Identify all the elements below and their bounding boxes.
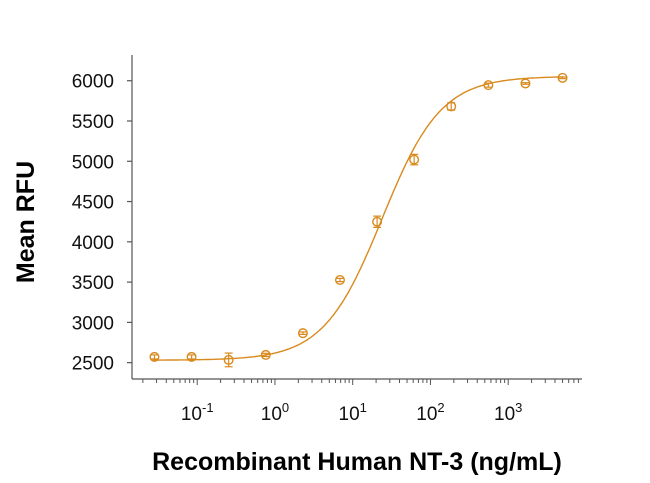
x-tick-label: 102	[416, 400, 444, 425]
data-point	[557, 72, 568, 83]
point-marker	[297, 328, 308, 339]
point-marker	[334, 275, 345, 286]
data-point	[409, 153, 420, 166]
data-point	[223, 352, 234, 368]
x-tick-label: 101	[339, 400, 367, 425]
y-tick-label: 4000	[72, 233, 114, 254]
x-tick-label: 100	[261, 400, 289, 425]
data-point	[149, 351, 160, 362]
point-marker	[446, 101, 457, 112]
point-marker	[409, 154, 420, 165]
data-point	[260, 349, 271, 360]
point-marker	[260, 349, 271, 360]
x-tick-labels: 10-1 100 101 102 103	[181, 400, 523, 425]
data-point	[334, 275, 345, 286]
data-points	[149, 72, 568, 368]
point-marker	[557, 72, 568, 83]
y-tick-label: 2500	[72, 354, 114, 375]
x-axis-title: Recombinant Human NT-3 (ng/mL)	[152, 448, 562, 476]
axes	[127, 55, 582, 385]
data-point	[446, 101, 457, 112]
y-tick-labels: 2500 3000 3500 4000 4500 5000 5500 6000	[72, 72, 114, 375]
x-tick-label: 103	[494, 400, 522, 425]
y-tick-label: 3500	[72, 273, 114, 294]
data-point	[483, 80, 494, 91]
data-point	[372, 215, 383, 229]
y-tick-label: 5500	[72, 112, 114, 133]
y-tick-label: 5000	[72, 152, 114, 173]
data-point	[297, 328, 308, 339]
y-axis-title: Mean RFU	[12, 161, 40, 283]
data-point	[520, 78, 531, 89]
point-marker	[186, 351, 197, 362]
point-marker	[149, 351, 160, 362]
y-tick-label: 6000	[72, 72, 114, 93]
x-tick-label: 10-1	[181, 400, 214, 425]
point-marker	[483, 80, 494, 91]
data-point	[186, 351, 197, 362]
point-marker	[520, 78, 531, 89]
point-marker	[372, 216, 383, 227]
y-tick-label: 3000	[72, 313, 114, 334]
y-tick-label: 4500	[72, 193, 114, 214]
point-marker	[223, 354, 234, 365]
fit-curve	[152, 76, 564, 361]
